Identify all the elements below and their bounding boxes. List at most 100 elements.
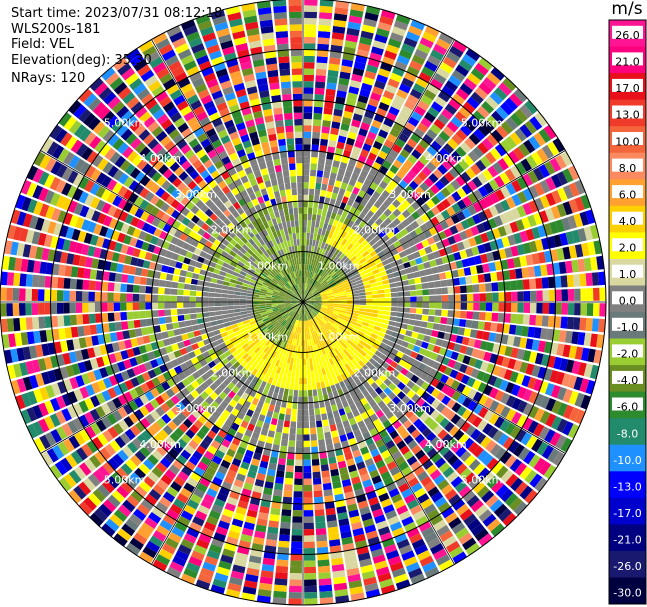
velocity-cell [211,325,219,331]
velocity-cell [444,103,458,115]
velocity-cell [459,83,473,96]
velocity-cell [294,472,303,479]
velocity-cell [306,239,310,246]
velocity-cell [539,410,551,425]
velocity-cell [335,96,346,105]
velocity-cell [385,44,400,55]
velocity-cell [380,62,393,72]
velocity-cell [323,425,330,433]
velocity-cell [504,136,517,149]
velocity-cell [441,209,451,220]
velocity-cell [527,420,539,434]
velocity-cell [132,302,140,311]
velocity-cell [459,363,468,374]
velocity-cell [314,293,321,297]
velocity-cell [454,294,461,302]
velocity-cell [145,310,153,318]
velocity-cell [303,365,307,372]
velocity-cell [359,270,367,277]
velocity-cell [432,273,441,281]
velocity-cell [379,342,388,349]
velocity-cell [336,221,343,229]
velocity-cell [63,302,70,314]
velocity-cell [323,203,329,211]
velocity-cell [474,86,488,100]
velocity-cell [325,158,333,166]
velocity-cell [574,179,586,195]
velocity-cell [326,82,337,90]
velocity-cell [314,189,321,196]
velocity-cell [327,292,334,296]
velocity-cell [467,192,478,204]
velocity-cell [280,521,291,529]
velocity-cell [375,185,385,195]
velocity-cell [415,186,425,196]
velocity-cell [292,522,303,530]
velocity-cell [289,566,302,574]
velocity-cell [37,289,45,301]
velocity-cell [516,244,526,256]
velocity-cell [457,268,465,277]
velocity-cell [18,288,26,301]
velocity-cell [388,320,396,327]
velocity-cell [328,456,337,464]
velocity-cell [322,282,329,288]
velocity-cell [466,216,476,227]
velocity-cell [434,135,446,147]
velocity-cell [426,322,434,329]
velocity-cell [563,404,574,419]
velocity-cell [345,313,352,318]
velocity-cell [531,339,540,351]
velocity-cell [202,291,209,297]
velocity-cell [303,137,311,145]
velocity-cell [309,258,312,265]
velocity-cell [409,284,416,291]
velocity-cell [378,331,386,338]
velocity-cell [332,256,339,263]
velocity-cell [310,427,317,435]
velocity-cell [366,327,374,333]
velocity-cell [215,310,222,316]
velocity-cell [303,300,310,302]
velocity-cell [430,49,444,61]
velocity-cell [571,229,581,244]
velocity-cell [227,298,234,302]
velocity-cell [494,333,503,344]
velocity-cell [308,304,315,307]
velocity-cell [448,294,455,302]
velocity-cell [322,263,327,271]
velocity-cell [577,258,586,272]
velocity-cell [395,231,404,240]
velocity-cell [590,256,598,271]
velocity-cell [488,413,500,425]
velocity-cell [483,182,494,194]
velocity-cell [381,190,390,199]
velocity-cell [434,288,442,295]
velocity-cell [353,325,361,331]
velocity-cell [348,276,355,282]
velocity-cell [403,362,413,371]
velocity-cell [303,118,312,126]
velocity-cell [317,559,330,567]
velocity-cell [258,304,266,307]
velocity-cell [449,334,458,343]
velocity-cell [341,255,348,262]
velocity-cell [452,318,460,327]
velocity-cell [372,329,380,336]
velocity-cell [320,270,326,277]
velocity-cell [352,328,360,334]
velocity-cell [369,278,377,284]
velocity-cell [356,319,363,325]
velocity-cell [402,285,410,291]
velocity-cell [567,215,578,229]
velocity-cell [529,116,543,131]
velocity-cell [380,9,396,20]
velocity-cell [312,290,319,295]
velocity-cell [483,384,493,396]
velocity-cell [471,320,479,329]
velocity-cell [411,111,423,122]
velocity-cell [316,275,322,282]
velocity-cell [340,223,347,231]
velocity-cell [349,279,356,284]
velocity-cell [121,274,129,283]
